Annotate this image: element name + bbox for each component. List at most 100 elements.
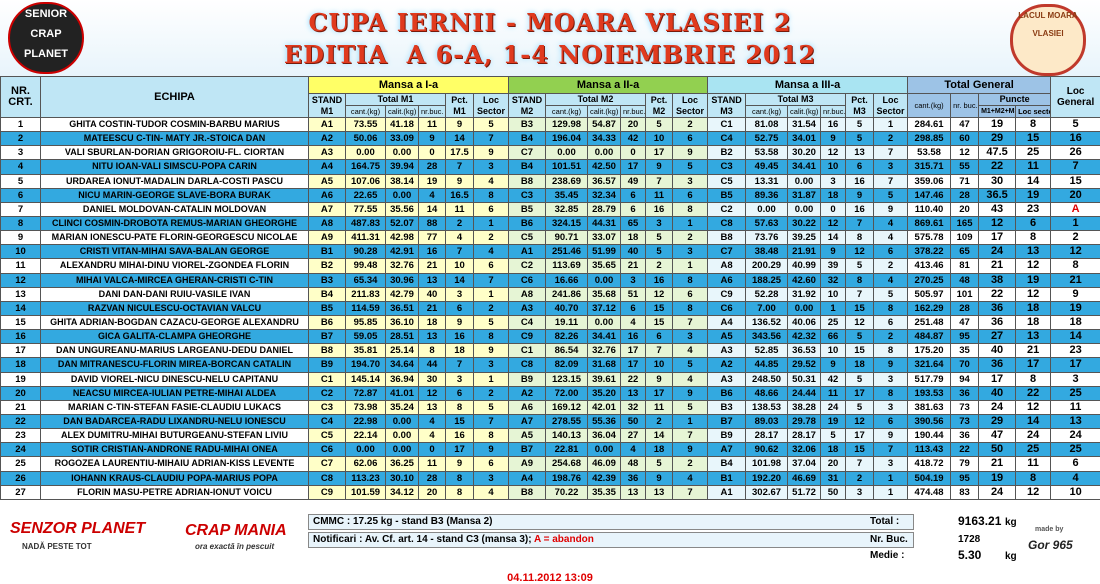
cell: 38.28 (788, 400, 821, 414)
cell: 575.78 (908, 231, 951, 245)
cell: 18 (1051, 315, 1100, 329)
cell: 17 (979, 231, 1016, 245)
cell: C8 (509, 358, 546, 372)
cell: 38.14 (386, 174, 419, 188)
cell: 22.81 (546, 443, 588, 457)
cell: 6 (621, 202, 646, 216)
cell: 48 (951, 273, 979, 287)
cell: 37.12 (588, 301, 621, 315)
cell: B7 (708, 414, 746, 428)
cell: 101.59 (346, 485, 386, 499)
cell: 40.06 (788, 315, 821, 329)
cell: 8 (474, 330, 509, 344)
team-cell: SOTIR CRISTIAN-ANDRONE RADU-MIHAI ONEA (41, 443, 309, 457)
cell: 77.55 (346, 202, 386, 216)
team-cell: MATEESCU C-TIN- MATY JR.-STOICA DAN (41, 132, 309, 146)
cell: 36 (979, 358, 1016, 372)
cell: 19.11 (546, 315, 588, 329)
cell: 0.00 (346, 443, 386, 457)
cell: 23 (1051, 344, 1100, 358)
cell: 7 (446, 245, 474, 259)
cell: 44.85 (746, 358, 788, 372)
cell: 66 (821, 330, 846, 344)
cell: 20 (951, 202, 979, 216)
cell: 34.12 (386, 485, 419, 499)
team-cell: ALEXANDRU MIHAI-DINU VIOREL-ZGONDEA FLOR… (41, 259, 309, 273)
cell: 14 (1051, 330, 1100, 344)
cell: 20 (821, 457, 846, 471)
cell: C5 (309, 429, 346, 443)
cell: B4 (509, 160, 546, 174)
cell: 36.53 (788, 344, 821, 358)
team-cell: DANIEL MOLDOVAN-CATALIN MOLDOVAN (41, 202, 309, 216)
cell: 73.55 (346, 118, 386, 132)
cell: 35 (951, 344, 979, 358)
cell: 0.00 (386, 443, 419, 457)
cell: 14 (1, 301, 41, 315)
cell: 12 (821, 216, 846, 230)
cell: 14 (446, 132, 474, 146)
cell: 7 (474, 414, 509, 428)
cell: 12 (846, 315, 874, 329)
cell: 11 (1, 259, 41, 273)
cell: 52.85 (746, 344, 788, 358)
cell: 5 (474, 315, 509, 329)
cell: 4 (874, 231, 908, 245)
cell: 324.15 (546, 216, 588, 230)
cell: 1 (874, 471, 908, 485)
team-cell: VALI SBURLAN-DORIAN GRIGOROIU-FL. CIORTA… (41, 146, 309, 160)
cell: A5 (309, 174, 346, 188)
cell: B1 (309, 245, 346, 259)
cell: 0 (419, 443, 446, 457)
cell: 57.63 (746, 216, 788, 230)
cell: 0.00 (386, 429, 419, 443)
cell: 44 (419, 358, 446, 372)
cell: 15 (446, 414, 474, 428)
cell: 474.48 (908, 485, 951, 499)
cell: 42 (621, 132, 646, 146)
cell: 17 (979, 372, 1016, 386)
cell: 9 (1, 231, 41, 245)
cell: 7 (846, 457, 874, 471)
cell: 1 (874, 118, 908, 132)
cell: 200.29 (746, 259, 788, 273)
cell: C6 (309, 443, 346, 457)
cell: 16 (821, 118, 846, 132)
cell: 11 (1051, 400, 1100, 414)
cell: 198.76 (546, 471, 588, 485)
cell: 107.06 (346, 174, 386, 188)
cell: 40 (621, 245, 646, 259)
cell: 88 (419, 216, 446, 230)
header-cell: Total M2 (546, 94, 646, 106)
cell: A5 (708, 330, 746, 344)
cell: A5 (509, 429, 546, 443)
cell: 36.25 (386, 457, 419, 471)
cell: 36 (951, 386, 979, 400)
cell: 42 (821, 372, 846, 386)
banner: SENIOR CRAP PLANET CUPA IERNII - MOARA V… (0, 0, 1100, 76)
cell: B8 (509, 174, 546, 188)
cell: 0.00 (588, 315, 621, 329)
cell: 2 (874, 259, 908, 273)
cell: 40 (419, 287, 446, 301)
cell: 7 (673, 429, 708, 443)
cell: 9 (821, 358, 846, 372)
cell: A7 (309, 202, 346, 216)
cell: 211.83 (346, 287, 386, 301)
cell: 47.5 (979, 146, 1016, 160)
cell: 2 (1, 132, 41, 146)
cell: 5 (673, 160, 708, 174)
header-cell: NR. CRT. (1, 77, 41, 118)
cell: 3 (874, 160, 908, 174)
header-cell: M1+M2+M3 (979, 106, 1016, 118)
cell: 298.85 (908, 132, 951, 146)
cell: 31.54 (788, 118, 821, 132)
cell: B8 (708, 231, 746, 245)
cell: 52.07 (386, 216, 419, 230)
cell: 1 (474, 372, 509, 386)
cell: 3 (874, 372, 908, 386)
cell: 28 (951, 301, 979, 315)
cell: 0 (419, 146, 446, 160)
